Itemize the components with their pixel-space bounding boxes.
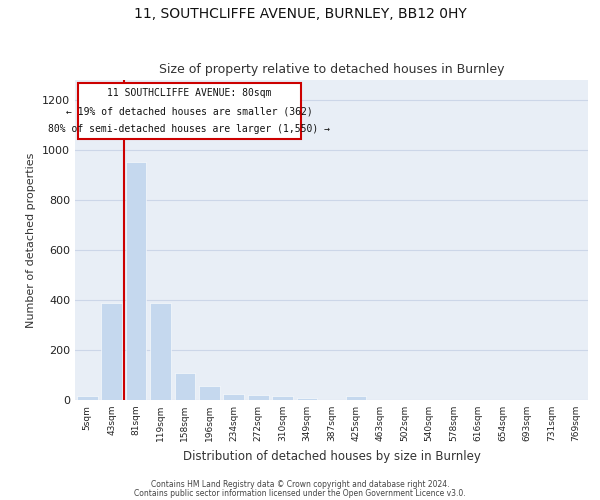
Bar — [77, 396, 98, 400]
Y-axis label: Number of detached properties: Number of detached properties — [26, 152, 37, 328]
Text: Contains public sector information licensed under the Open Government Licence v3: Contains public sector information licen… — [134, 488, 466, 498]
Bar — [272, 396, 293, 400]
Text: 11 SOUTHCLIFFE AVENUE: 80sqm: 11 SOUTHCLIFFE AVENUE: 80sqm — [107, 88, 271, 99]
Title: Size of property relative to detached houses in Burnley: Size of property relative to detached ho… — [159, 63, 504, 76]
Bar — [125, 162, 146, 400]
Bar — [223, 394, 244, 400]
FancyBboxPatch shape — [77, 83, 301, 139]
X-axis label: Distribution of detached houses by size in Burnley: Distribution of detached houses by size … — [182, 450, 481, 462]
Bar — [296, 398, 317, 400]
Bar — [175, 372, 196, 400]
Text: Contains HM Land Registry data © Crown copyright and database right 2024.: Contains HM Land Registry data © Crown c… — [151, 480, 449, 489]
Bar — [248, 395, 269, 400]
Text: 80% of semi-detached houses are larger (1,550) →: 80% of semi-detached houses are larger (… — [48, 124, 330, 134]
Bar — [199, 386, 220, 400]
Bar — [101, 302, 122, 400]
Text: 11, SOUTHCLIFFE AVENUE, BURNLEY, BB12 0HY: 11, SOUTHCLIFFE AVENUE, BURNLEY, BB12 0H… — [134, 8, 466, 22]
Text: ← 19% of detached houses are smaller (362): ← 19% of detached houses are smaller (36… — [66, 106, 313, 116]
Bar — [150, 302, 171, 400]
Bar — [346, 396, 367, 400]
